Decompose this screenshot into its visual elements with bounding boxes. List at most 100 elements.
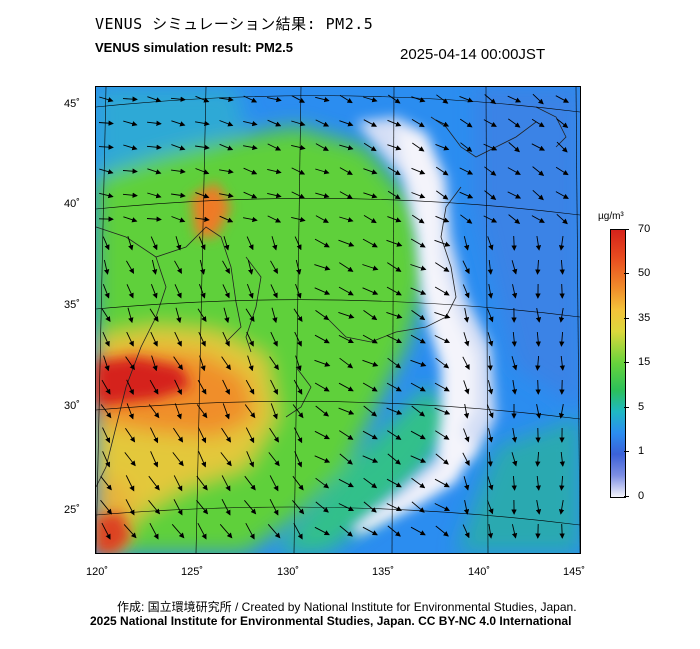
wind-arrow	[339, 144, 354, 151]
wind-arrow	[150, 331, 158, 347]
wind-arrow	[122, 168, 138, 174]
wind-arrow	[363, 310, 378, 321]
wind-arrow	[459, 167, 474, 175]
wind-arrow	[126, 284, 134, 299]
wind-arrow	[315, 477, 330, 489]
wind-arrow	[103, 259, 110, 275]
wind-arrow	[386, 407, 403, 415]
wind-arrow	[463, 428, 470, 443]
wind-arrow	[387, 94, 401, 104]
wind-arrow	[267, 168, 282, 175]
wind-arrow	[246, 451, 255, 468]
wind-arrow	[269, 475, 279, 492]
wind-arrow	[436, 190, 449, 200]
wind-arrow	[535, 331, 541, 347]
wind-arrow	[411, 214, 425, 224]
wind-arrow	[123, 524, 137, 539]
lat-label-30: 30˚	[64, 400, 80, 412]
wind-arrow	[101, 379, 111, 395]
wind-arrow	[363, 96, 378, 103]
wind-arrow	[338, 407, 355, 415]
wind-arrow	[460, 142, 473, 152]
wind-arrow	[271, 307, 278, 324]
wind-arrow	[196, 404, 208, 419]
wind-arrow	[362, 430, 378, 440]
wind-arrow	[243, 191, 258, 199]
wind-arrow	[126, 260, 135, 274]
wind-arrow	[267, 192, 282, 199]
wind-arrow	[463, 476, 470, 491]
wind-arrow	[291, 216, 306, 223]
wind-arrow	[221, 498, 231, 516]
wind-arrow	[363, 501, 377, 513]
wind-arrow	[362, 359, 379, 367]
wind-arrow	[483, 143, 498, 151]
wind-arrow	[146, 216, 162, 222]
wind-arrow	[363, 192, 378, 199]
wind-arrow	[507, 191, 522, 199]
wind-arrow	[511, 260, 518, 275]
colorbar-tick	[624, 273, 629, 274]
wind-arrow	[243, 167, 258, 175]
wind-arrow	[170, 96, 186, 102]
lon-label-145: 145˚	[563, 566, 586, 578]
wind-arrow	[151, 259, 158, 275]
wind-arrow	[507, 167, 521, 175]
wind-arrow	[338, 478, 354, 488]
wind-arrow	[172, 452, 184, 467]
wind-arrow	[487, 428, 494, 443]
wind-arrow	[221, 475, 231, 492]
lon-label-130: 130˚	[277, 566, 300, 578]
wind-arrow	[103, 355, 110, 372]
colorbar-label-35: 35	[638, 312, 651, 324]
wind-arrow	[535, 451, 541, 467]
wind-arrow	[246, 331, 254, 347]
wind-arrow	[487, 332, 494, 347]
wind-arrow	[508, 214, 521, 224]
colorbar	[610, 229, 626, 498]
wind-arrow	[150, 284, 158, 299]
wind-arrow	[269, 356, 279, 371]
wind-arrow	[314, 264, 331, 271]
wind-arrow	[459, 118, 473, 128]
wind-arrow	[460, 214, 473, 224]
wind-arrow	[295, 259, 302, 275]
wind-arrow	[410, 264, 427, 271]
wind-arrow	[171, 192, 186, 199]
wind-arrow	[387, 167, 401, 176]
colorbar-tick	[624, 407, 629, 408]
wind-arrow	[387, 190, 401, 200]
wind-arrow	[195, 168, 210, 175]
wind-arrow	[267, 215, 282, 223]
wind-arrow	[411, 310, 426, 321]
wind-arrow	[243, 216, 258, 223]
wind-arrow	[339, 167, 353, 175]
wind-arrow	[556, 141, 568, 153]
wind-arrow	[244, 500, 257, 515]
wind-arrow	[363, 119, 377, 127]
wind-arrow	[435, 262, 450, 272]
wind-arrow	[292, 500, 305, 515]
wind-arrow	[362, 334, 378, 344]
wind-arrow	[535, 308, 542, 323]
wind-arrow	[511, 235, 517, 251]
wind-arrow	[338, 382, 354, 392]
wind-arrow	[434, 286, 450, 296]
wind-arrow	[558, 500, 565, 515]
wind-arrow	[197, 427, 207, 444]
wind-arrow	[315, 405, 330, 417]
wind-arrow	[291, 167, 306, 175]
wind-arrow	[362, 455, 379, 463]
wind-arrow	[338, 286, 354, 296]
wind-arrow	[410, 238, 426, 248]
colorbar-tick	[624, 496, 629, 497]
wind-arrow	[315, 310, 330, 321]
wind-arrow	[339, 216, 354, 223]
wind-arrow	[435, 430, 450, 440]
wind-arrow	[338, 503, 355, 511]
wind-arrow	[149, 522, 159, 540]
wind-arrow	[411, 96, 426, 103]
wind-arrow	[219, 168, 234, 175]
wind-arrow	[222, 331, 230, 347]
wind-arrow	[487, 524, 494, 539]
